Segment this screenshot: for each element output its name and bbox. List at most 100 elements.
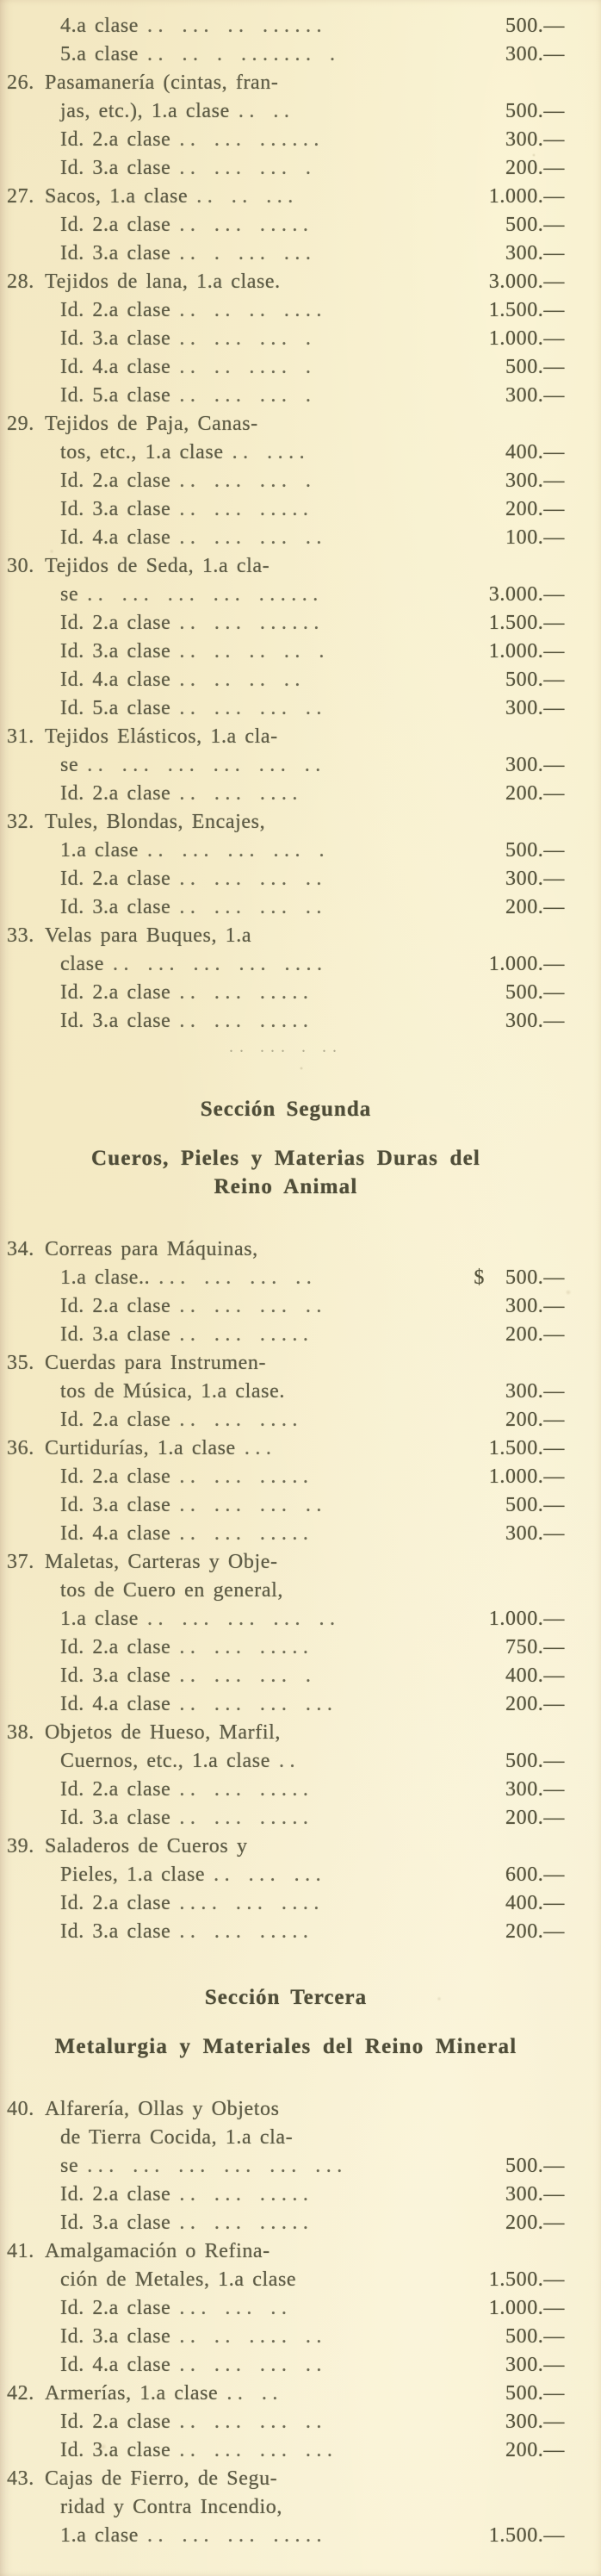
price-cell: 1.000.— (463, 325, 565, 353)
section-subheading-line: Cueros, Pieles y Materias Duras del (90, 1147, 481, 1170)
leader-dots: .. ... ... ... (179, 2439, 338, 2461)
item-text: Tejidos de lana, 1.a clase. (45, 268, 463, 296)
price-cell: 500.— (463, 979, 565, 1007)
currency-symbol: $ (474, 1266, 485, 1289)
tariff-row: Id. 2.a clase .... ... .... 400.— (7, 1889, 565, 1918)
price-value: 200.— (505, 1409, 565, 1431)
price-value: 1.000.— (488, 327, 565, 350)
item-text-label: ción de Metales, 1.a clase (60, 2268, 297, 2291)
price-value: 300.— (505, 43, 565, 65)
price-value: 200.— (505, 1693, 565, 1715)
leader-dots: .. .. . ....... . (147, 43, 341, 65)
leader-dots: .. ... ... . (179, 157, 317, 179)
tariff-row: 36. Curtidurías, 1.a clase... 1.500.— (7, 1434, 565, 1463)
item-text: Id. 2.a clase .... ... .... (45, 1889, 463, 1918)
item-text: 1.a clase .. ... ... ... .. (45, 1605, 463, 1633)
item-text-label: 1.a clase.. (60, 1266, 151, 1289)
tariff-row: 31. Tejidos Elásticos, 1.a cla- (7, 723, 565, 751)
item-text: 4.a clase .. ... .. ...... (45, 12, 463, 40)
tariff-row: 5.a clase .. .. . ....... . 300.— (7, 40, 565, 69)
item-text-label: Velas para Buques, 1.a (45, 924, 252, 947)
tariff-row: 1.a clase .. ... ... ... . 500.— (7, 837, 565, 865)
leader-dots: .. ... ..... (179, 1920, 314, 1943)
price-cell: 500.— (463, 666, 565, 694)
leader-dots: .. ... ... .. (179, 697, 327, 719)
item-text-label: Id. 2.a clase (60, 214, 171, 236)
tariff-row: 32. Tules, Blondas, Encajes, (7, 808, 565, 837)
price-cell: 1.000.— (463, 1463, 565, 1491)
price-cell: 300.— (463, 1007, 565, 1036)
item-number: 34. (7, 1238, 34, 1260)
item-number: 37. (7, 1551, 34, 1573)
price-cell: 500.— (463, 2380, 565, 2408)
price-value: 300.— (505, 384, 565, 407)
item-text-label: tos, etc., 1.a clase (60, 441, 224, 464)
price-value: 500.— (505, 2382, 565, 2405)
item-text-label: Id. 2.a clase (60, 612, 171, 634)
price-cell: 1.000.— (463, 2294, 565, 2323)
price-value: 300.— (505, 1778, 565, 1801)
item-text: Id. 3.a clase .. ... ..... (45, 1918, 463, 1946)
item-text-label: Cuerdas para Instrumen- (45, 1352, 267, 1374)
price-cell: 200.— (463, 1918, 565, 1946)
tariff-row: Id. 3.a clase .. ... ... . 200.— (7, 154, 565, 183)
item-text-label: Saladeros de Cueros y (45, 1835, 248, 1857)
item-text: Id. 2.a clase .. ... ... .. (45, 865, 463, 893)
price-cell: 200.— (463, 1690, 565, 1719)
price-value: 500.— (505, 981, 565, 1004)
leader-dots: ... ... ... .. (158, 1266, 318, 1289)
leader-dots: .. .. .. .... (179, 299, 327, 321)
leader-dots: .. ... ... .. (179, 1494, 327, 1516)
item-text: 1.a clase .. ... ... ... . (45, 837, 463, 865)
item-text: 1.a clase.. ... ... ... .. (45, 1264, 463, 1292)
price-cell: 300.— (463, 40, 565, 69)
item-text: Id. 3.a clase .. ... ... . (45, 154, 463, 183)
item-text-label: 1.a clase (60, 2524, 139, 2547)
leader-dots: .. .. (238, 100, 295, 122)
item-text-label: Sacos, 1.a clase (45, 185, 189, 208)
item-text-label: Id. 4.a clase (60, 669, 171, 691)
price-value: 300.— (505, 1295, 565, 1317)
item-text: Correas para Máquinas, (45, 1235, 463, 1264)
item-text-label: Id. 3.a clase (60, 2212, 171, 2234)
item-text: Id. 3.a clase .. ... ... ... (45, 2436, 463, 2465)
item-text-label: Id. 2.a clase (60, 981, 171, 1004)
tariff-row: Id. 3.a clase .. ... ..... 200.— (7, 1804, 565, 1832)
item-text: Id. 3.a clase .. ... ..... (45, 1321, 463, 1349)
price-value: 1.500.— (488, 299, 565, 321)
item-text-label: Id. 2.a clase (60, 2183, 171, 2206)
tariff-row: Id. 2.a clase .. ... ..... 1.000.— (7, 1463, 565, 1491)
price-cell: 1.500.— (463, 296, 565, 325)
item-text: Id. 4.a clase .. ... ... .. (45, 524, 463, 552)
item-text-label: Armerías, 1.a clase (45, 2382, 219, 2405)
tariff-row: 30. Tejidos de Seda, 1.a cla- (7, 552, 565, 581)
tariff-row: Id. 4.a clase .. .. .. .. 500.— (7, 666, 565, 694)
tariff-row: Id. 2.a clase .. ... ... .. 300.— (7, 2408, 565, 2436)
item-text: de Tierra Cocida, 1.a cla- (45, 2124, 463, 2152)
tariff-row: Id. 3.a clase .. ... ... . 400.— (7, 1662, 565, 1690)
leader-dots: .. ... ..... (179, 2183, 314, 2206)
item-text-label: Id. 3.a clase (60, 2325, 171, 2348)
item-text: Id. 3.a clase .. . ... ... (45, 240, 463, 268)
price-cell: 750.— (463, 1633, 565, 1662)
section-subheading-line: Metalurgia y Materiales del Reino Minera… (54, 2035, 517, 2058)
leader-dots: .. ... ..... (179, 1323, 314, 1346)
item-text: Id. 2.a clase ... ... .. (45, 2294, 463, 2323)
leader-dots: ... ... .. (179, 2297, 293, 2319)
price-cell: 300.— (463, 126, 565, 154)
tariff-row: se .. ... ... ... ...... 3.000.— (7, 581, 565, 609)
item-number: 35. (7, 1352, 34, 1374)
item-number: 42. (7, 2382, 34, 2405)
item-text: Id. 4.a clase .. .. .. .. (45, 666, 463, 694)
tariff-row: Id. 5.a clase .. ... ... . 300.— (7, 382, 565, 410)
price-cell: 200.— (463, 780, 565, 808)
item-text-label: 1.a clase (60, 1608, 139, 1630)
item-text-label: 1.a clase (60, 839, 139, 862)
tariff-row: 1.a clase.. ... ... ... .. $500.— (7, 1264, 565, 1292)
item-text: Tules, Blondas, Encajes, (45, 808, 463, 837)
item-text-label: 4.a clase (60, 15, 139, 37)
tariff-row: Id. 3.a clase .. .. .... .. 500.— (7, 2323, 565, 2351)
tariff-row: Id. 3.a clase .. . ... ... 300.— (7, 240, 565, 268)
price-value: 300.— (505, 697, 565, 719)
item-number: 40. (7, 2098, 34, 2120)
